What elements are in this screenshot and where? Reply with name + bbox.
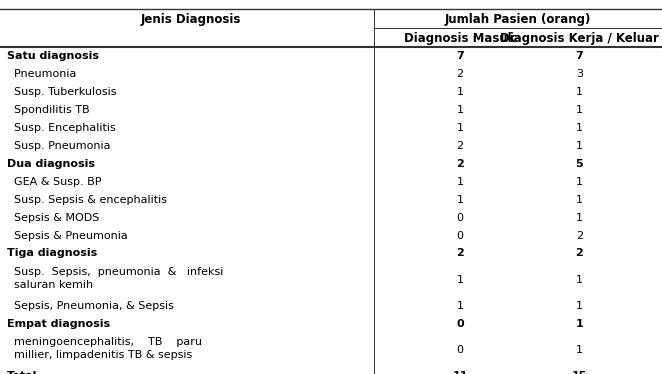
Text: 1: 1 (576, 275, 583, 285)
Text: 2: 2 (457, 69, 463, 79)
Text: Satu diagnosis: Satu diagnosis (7, 51, 99, 61)
Text: Spondilitis TB: Spondilitis TB (7, 105, 89, 115)
Text: Tiga diagnosis: Tiga diagnosis (7, 248, 97, 258)
Text: Susp. Pneumonia: Susp. Pneumonia (7, 141, 110, 151)
Text: Susp. Encephalitis: Susp. Encephalitis (7, 123, 115, 133)
Text: Susp.  Sepsis,  pneumonia  &   infeksi
  saluran kemih: Susp. Sepsis, pneumonia & infeksi salura… (7, 267, 223, 290)
Text: 0: 0 (457, 345, 463, 355)
Text: 1: 1 (576, 345, 583, 355)
Text: 2: 2 (576, 230, 583, 240)
Text: Pneumonia: Pneumonia (7, 69, 76, 79)
Text: 1: 1 (457, 87, 463, 97)
Text: Jumlah Pasien (orang): Jumlah Pasien (orang) (445, 13, 591, 26)
Text: 1: 1 (457, 177, 463, 187)
Text: 7: 7 (456, 51, 464, 61)
Text: 11: 11 (452, 371, 468, 374)
Text: Total: Total (7, 371, 37, 374)
Text: 5: 5 (575, 159, 583, 169)
Text: Sepsis & Pneumonia: Sepsis & Pneumonia (7, 230, 127, 240)
Text: 1: 1 (576, 194, 583, 205)
Text: Sepsis & MODS: Sepsis & MODS (7, 212, 99, 223)
Text: Diagnosis Masuk: Diagnosis Masuk (404, 32, 516, 45)
Text: 1: 1 (576, 105, 583, 115)
Text: Diagnosis Kerja / Keluar: Diagnosis Kerja / Keluar (500, 32, 659, 45)
Text: Jenis Diagnosis: Jenis Diagnosis (140, 13, 240, 26)
Text: 1: 1 (576, 177, 583, 187)
Text: 2: 2 (456, 159, 464, 169)
Text: 1: 1 (457, 301, 463, 311)
Text: 1: 1 (457, 275, 463, 285)
Text: 2: 2 (457, 141, 463, 151)
Text: 2: 2 (456, 248, 464, 258)
Text: Susp. Tuberkulosis: Susp. Tuberkulosis (7, 87, 116, 97)
Text: 0: 0 (457, 230, 463, 240)
Text: 1: 1 (576, 301, 583, 311)
Text: 2: 2 (575, 248, 583, 258)
Text: 0: 0 (457, 212, 463, 223)
Text: 7: 7 (575, 51, 583, 61)
Text: GEA & Susp. BP: GEA & Susp. BP (7, 177, 101, 187)
Text: meningoencephalitis,    TB    paru
  millier, limpadenitis TB & sepsis: meningoencephalitis, TB paru millier, li… (7, 337, 202, 360)
Text: Empat diagnosis: Empat diagnosis (7, 319, 110, 329)
Text: 1: 1 (576, 123, 583, 133)
Text: 1: 1 (576, 87, 583, 97)
Text: Sepsis, Pneumonia, & Sepsis: Sepsis, Pneumonia, & Sepsis (7, 301, 173, 311)
Text: 1: 1 (457, 123, 463, 133)
Text: Susp. Sepsis & encephalitis: Susp. Sepsis & encephalitis (7, 194, 167, 205)
Text: 0: 0 (456, 319, 464, 329)
Text: 15: 15 (571, 371, 587, 374)
Text: 3: 3 (576, 69, 583, 79)
Text: 1: 1 (457, 194, 463, 205)
Text: 1: 1 (457, 105, 463, 115)
Text: 1: 1 (576, 212, 583, 223)
Text: 1: 1 (575, 319, 583, 329)
Text: Dua diagnosis: Dua diagnosis (7, 159, 95, 169)
Text: 1: 1 (576, 141, 583, 151)
